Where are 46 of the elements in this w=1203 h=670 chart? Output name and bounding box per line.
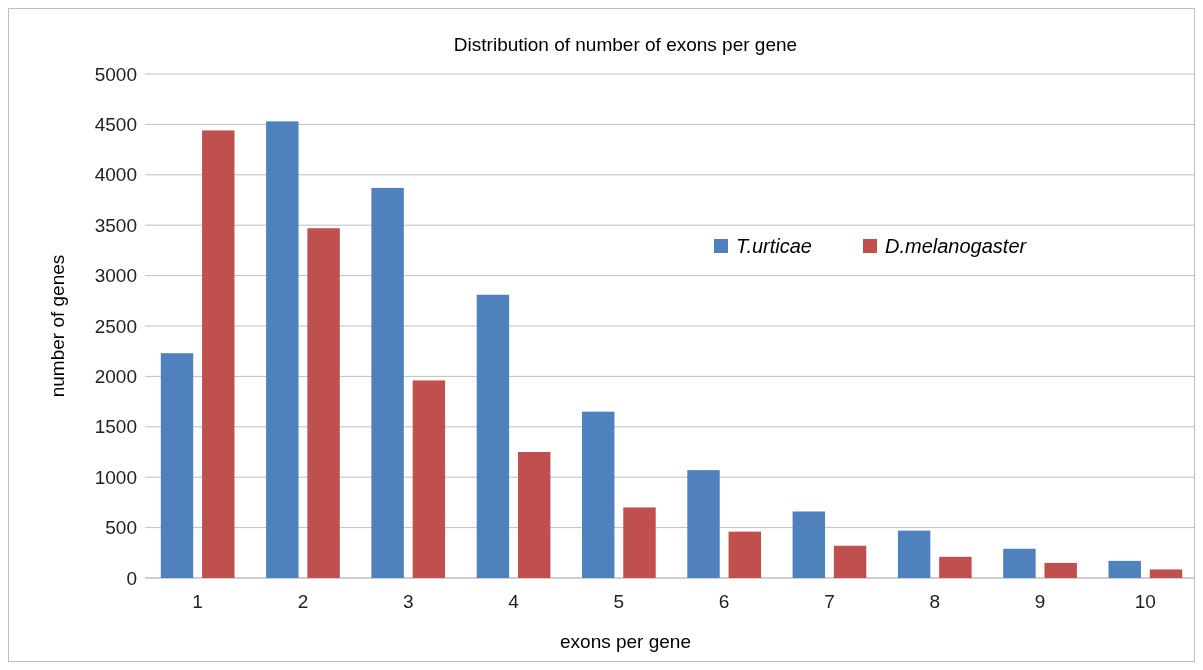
bar (792, 511, 826, 578)
legend-label: D.melanogaster (885, 235, 1028, 257)
bar (412, 380, 446, 578)
bar (1003, 548, 1036, 578)
y-tick-label: 5000 (94, 63, 137, 85)
legend-label: T.urticae (736, 235, 812, 257)
y-tick-label: 2500 (94, 315, 137, 337)
bar (1108, 560, 1141, 578)
bar (160, 353, 194, 578)
x-axis-title: exons per gene (560, 631, 691, 652)
bar (897, 530, 931, 578)
bar (939, 556, 972, 578)
bar (202, 130, 235, 578)
y-tick-label: 1500 (94, 416, 137, 438)
bar (728, 531, 762, 578)
x-tick-label: 9 (1034, 591, 1046, 612)
y-tick-label: 4000 (94, 164, 137, 186)
bar (476, 294, 510, 578)
x-tick-label: 4 (508, 591, 520, 612)
bar (1149, 569, 1183, 578)
y-tick-label: 3000 (94, 265, 137, 287)
x-tick-label: 3 (402, 591, 414, 612)
x-tick-label: 2 (297, 591, 309, 612)
y-axis-title: number of genes (47, 254, 68, 398)
y-tick-label: 4500 (94, 114, 137, 136)
y-tick-label: 1000 (94, 466, 137, 488)
bar (307, 228, 340, 578)
bar (266, 121, 299, 578)
x-tick-label: 1 (192, 591, 203, 612)
bar (623, 507, 656, 578)
x-tick-label: 8 (929, 591, 941, 612)
y-tick-label: 3500 (94, 214, 137, 236)
bar (1044, 562, 1077, 578)
x-tick-label: 10 (1134, 591, 1156, 612)
bar (371, 187, 404, 578)
bar (582, 411, 615, 578)
bar (517, 452, 551, 578)
bar (687, 470, 720, 578)
chart-title: Distribution of number of exons per gene (453, 34, 798, 55)
y-tick-label: 0 (126, 567, 137, 589)
x-tick-label: 5 (613, 591, 625, 612)
y-tick-label: 2000 (94, 366, 137, 388)
y-tick-label: 500 (105, 517, 137, 539)
x-tick-label: 6 (718, 591, 730, 612)
x-tick-label: 7 (824, 591, 835, 612)
bar (833, 545, 867, 578)
